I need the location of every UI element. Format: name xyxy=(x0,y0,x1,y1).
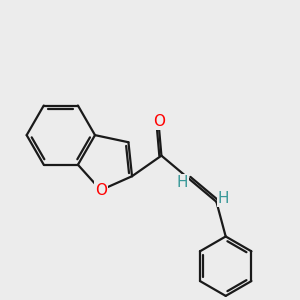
Text: O: O xyxy=(153,114,165,129)
Text: H: H xyxy=(218,191,229,206)
Text: H: H xyxy=(177,175,188,190)
Text: O: O xyxy=(95,183,107,198)
